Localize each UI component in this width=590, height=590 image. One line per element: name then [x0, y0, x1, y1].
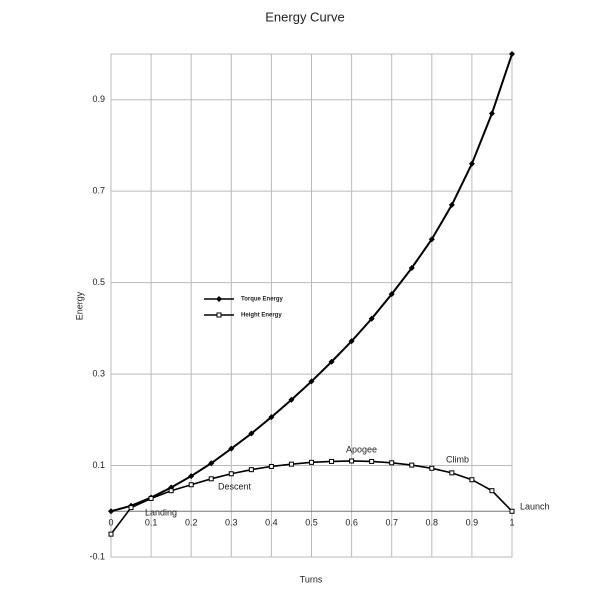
- data-point: [349, 458, 355, 464]
- x-tick-label: 0.7: [385, 518, 398, 528]
- y-tick-label: -0.1: [89, 551, 105, 561]
- chart-title: Energy Curve: [265, 9, 344, 24]
- annotation: Climb: [446, 454, 469, 464]
- data-point: [329, 458, 335, 464]
- data-point: [216, 296, 222, 302]
- data-point: [128, 505, 134, 511]
- data-point: [188, 473, 195, 480]
- x-tick-label: 0.3: [225, 518, 238, 528]
- x-tick-label: 0.9: [466, 518, 479, 528]
- y-tick-label: 0.5: [92, 277, 105, 287]
- data-point: [216, 312, 222, 318]
- data-point: [108, 508, 114, 515]
- data-point: [328, 358, 335, 365]
- data-point: [509, 508, 515, 514]
- data-point: [509, 51, 515, 57]
- data-point: [368, 315, 375, 322]
- data-point: [488, 110, 495, 117]
- x-tick-label: 0.6: [345, 518, 358, 528]
- data-point: [389, 460, 395, 466]
- data-point: [168, 488, 174, 494]
- data-point: [469, 477, 475, 483]
- data-point: [188, 482, 194, 488]
- data-point: [268, 414, 275, 421]
- y-tick-label: 0.7: [92, 186, 105, 196]
- data-point: [448, 201, 455, 208]
- data-point: [409, 462, 415, 468]
- data-point: [248, 430, 255, 437]
- y-tick-label: 0.3: [92, 368, 105, 378]
- annotation: Descent: [218, 481, 252, 491]
- legend-label: Height Energy: [241, 313, 282, 319]
- x-tick-label: 0.2: [185, 518, 198, 528]
- y-axis-label: Energy: [74, 291, 84, 320]
- data-point: [369, 458, 375, 464]
- data-point: [468, 160, 475, 167]
- y-tick-label: 0.1: [92, 460, 105, 470]
- data-point: [228, 445, 235, 452]
- data-point: [208, 460, 215, 467]
- data-point: [268, 463, 274, 469]
- annotation: Launch: [520, 501, 550, 511]
- data-point: [108, 531, 114, 537]
- legend-label: Torque Energy: [241, 297, 284, 303]
- data-point: [489, 488, 495, 494]
- data-point: [388, 291, 395, 298]
- annotation: Landing: [145, 507, 177, 517]
- x-tick-label: 0.4: [265, 518, 278, 528]
- x-tick-label: 1: [509, 518, 514, 528]
- x-tick-label: 0.8: [426, 518, 439, 528]
- data-point: [408, 265, 415, 272]
- data-point: [429, 465, 435, 471]
- data-point: [308, 378, 315, 385]
- data-point: [428, 236, 435, 243]
- x-tick-label: 0: [108, 518, 113, 528]
- data-point: [248, 467, 254, 473]
- data-point: [208, 476, 214, 482]
- data-point: [348, 338, 355, 345]
- x-tick-label: 0.5: [305, 518, 318, 528]
- x-tick-label: 0.1: [145, 518, 158, 528]
- data-point: [309, 459, 314, 465]
- data-point: [228, 471, 234, 477]
- x-axis-label: Turns: [300, 574, 323, 584]
- annotation: Apogee: [346, 444, 377, 454]
- data-point: [449, 470, 455, 476]
- data-point: [148, 495, 154, 501]
- y-tick-label: 0.9: [92, 94, 105, 104]
- data-point: [288, 396, 295, 403]
- data-point: [288, 461, 294, 467]
